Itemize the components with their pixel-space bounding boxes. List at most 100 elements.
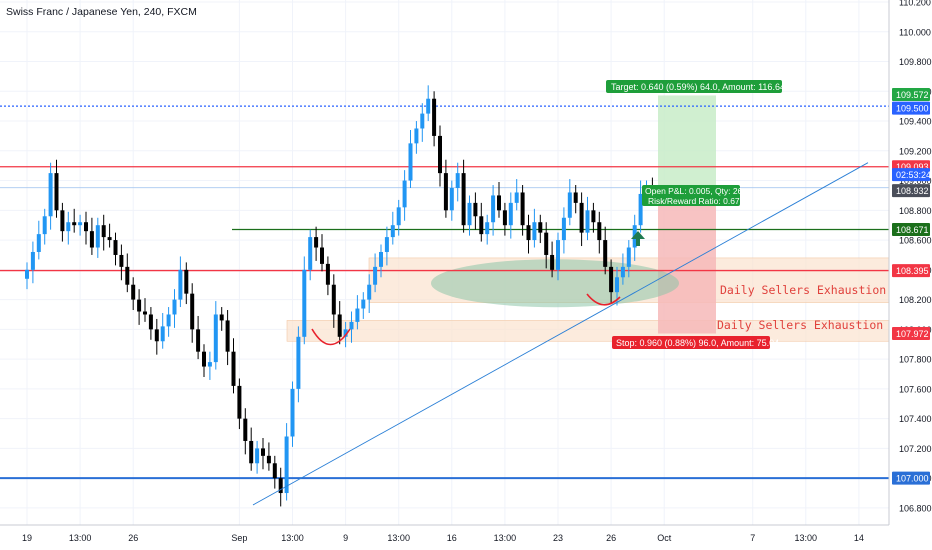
rounding-bottom-right [586, 293, 621, 306]
profit-zone [658, 95, 716, 191]
time-axis-background[interactable] [0, 525, 889, 550]
candle-body [101, 225, 106, 238]
candles-layer [25, 85, 655, 507]
candle-body [432, 98, 437, 136]
candle-body [290, 388, 295, 437]
time-tick-label: Oct [657, 533, 672, 543]
time-tick-label: 13:00 [795, 533, 818, 543]
candle-body [131, 284, 136, 300]
candle-body [426, 98, 431, 114]
candle-body [349, 321, 354, 330]
candle-body [325, 263, 330, 285]
zones-layer [286, 95, 890, 342]
stop-label-box [612, 336, 770, 349]
candle-body [30, 251, 35, 270]
candle-body [225, 320, 230, 352]
candle-body [231, 351, 236, 386]
price-badge-label: 02:53:24 [896, 170, 931, 180]
candle-body [455, 173, 460, 188]
overlay-layer [252, 162, 869, 506]
candle-body [243, 418, 248, 441]
trend-line [252, 162, 869, 506]
candle-body [196, 329, 201, 352]
candle-body [172, 299, 177, 315]
time-tick-label: 23 [553, 533, 563, 543]
candle-body [261, 448, 265, 456]
time-tick-label: 13:00 [281, 533, 304, 543]
candle-body [461, 173, 466, 226]
candle-body [249, 440, 254, 464]
price-badge-box [892, 327, 930, 341]
candle-body [390, 225, 395, 238]
price-tick-label: 108.800 [899, 206, 932, 216]
candle-body [526, 225, 531, 241]
price-badge-label: 107.972 [896, 329, 929, 339]
candle-body [367, 284, 372, 300]
price-badge-label: 108.395 [896, 266, 929, 276]
loss-zone [658, 190, 716, 334]
price-tick-label: 110.000 [899, 27, 931, 37]
candle-body [154, 329, 159, 342]
price-badge-label: 109.093 [896, 162, 929, 172]
price-badge-box [892, 168, 930, 182]
candle-body [48, 173, 53, 217]
time-tick-label: 13:00 [69, 533, 92, 543]
candle-body [148, 314, 153, 330]
price-tick-label: 109.400 [899, 117, 932, 127]
candle-body [514, 192, 519, 203]
candle-body [84, 222, 88, 232]
candle-body [609, 266, 614, 293]
candle-body [60, 210, 65, 232]
target-label: Target: 0.640 (0.59%) 64.0, Amount: 116.… [611, 82, 785, 92]
candle-body [591, 210, 596, 223]
chart-grid [0, 0, 889, 525]
candle-body [302, 269, 307, 337]
stop-label: Stop: 0.960 (0.88%) 96.0, Amount: 75.04 [616, 338, 779, 348]
candle-body [508, 202, 513, 226]
candle-body [36, 234, 41, 252]
candle-body [255, 448, 260, 464]
position-label-box [642, 185, 740, 206]
candle-body [373, 266, 378, 285]
time-tick-label: 13:00 [494, 533, 517, 543]
candle-body [331, 284, 336, 315]
price-badge-label: 107.000 [896, 474, 929, 484]
candle-body [544, 232, 549, 255]
price-tick-label: 107.400 [899, 414, 932, 424]
candle-body [166, 314, 171, 327]
price-badge-box [892, 184, 930, 198]
consolidation-ellipse [431, 259, 679, 308]
candle-body [337, 314, 342, 337]
candle-body [396, 207, 401, 226]
candle-body [408, 143, 413, 181]
candle-body [42, 216, 47, 235]
time-tick-label: Sep [231, 533, 247, 543]
candle-body [561, 217, 566, 241]
time-axis-ticks: 19 13:00 26 Sep 13:00 9 13:00 16 13:00 23 26 Oct 7 13… [22, 533, 864, 543]
price-badge-box [892, 471, 930, 485]
candle-body [491, 195, 496, 223]
price-tick-label: 107.200 [899, 444, 932, 454]
candle-body [308, 237, 313, 270]
price-badge-label: 109.572 [896, 90, 929, 100]
candle-body [107, 237, 112, 241]
candle-body [567, 192, 572, 218]
candle-body [272, 463, 277, 479]
candle-body [585, 210, 590, 233]
time-tick-label: 16 [447, 533, 457, 543]
price-axis-background[interactable] [889, 0, 932, 525]
candle-body [538, 222, 543, 233]
price-tick-label: 108.200 [899, 295, 932, 305]
price-badge-box [892, 264, 930, 278]
price-badge-label: 108.932 [896, 186, 929, 196]
candle-body [420, 113, 425, 129]
price-badge-box [892, 223, 930, 237]
price-tick-label: 108.600 [899, 236, 932, 246]
price-badge-box [892, 101, 930, 115]
candle-body [343, 329, 348, 337]
candle-body [438, 135, 442, 174]
time-tick-label: 13:00 [387, 533, 410, 543]
candle-body [137, 299, 142, 312]
candle-body [178, 269, 183, 300]
